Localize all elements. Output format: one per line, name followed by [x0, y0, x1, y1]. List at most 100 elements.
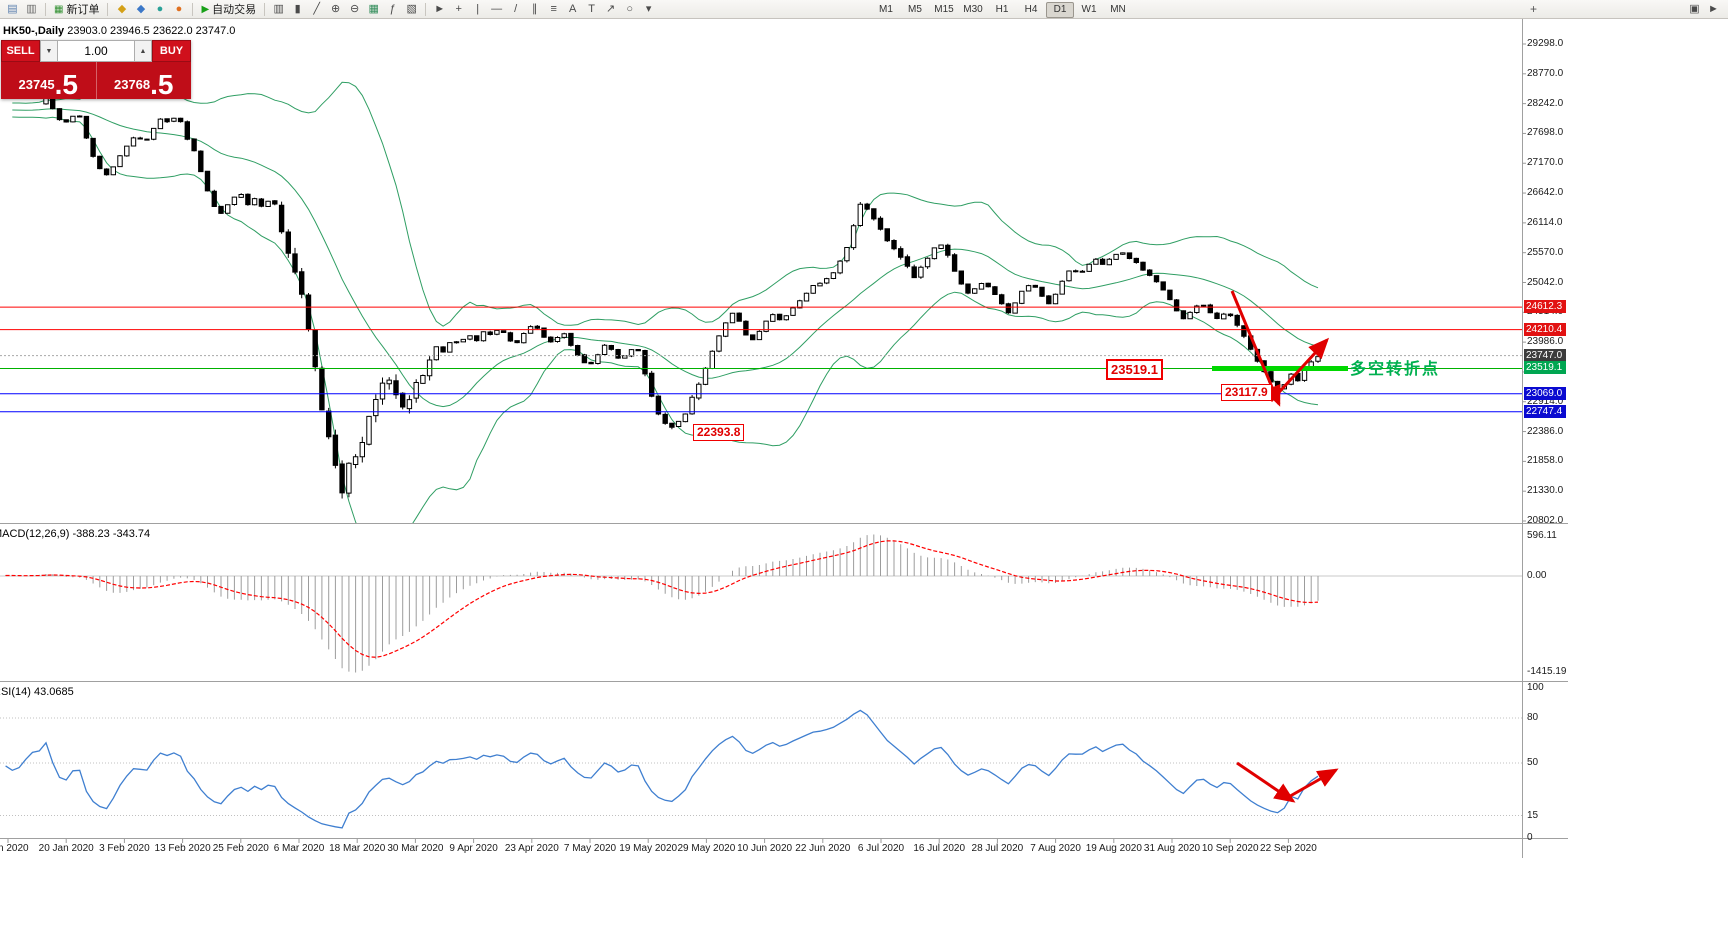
dropdown-icon[interactable]: ▾ — [645, 2, 652, 15]
add-chart-icon[interactable]: + — [1529, 1, 1537, 16]
volume-decrease-button[interactable]: ▼ — [40, 40, 58, 62]
timeframe-button-M30[interactable]: M30 — [963, 4, 983, 15]
templates-icon[interactable]: ▧ — [406, 2, 417, 15]
text-icon[interactable]: A — [568, 2, 577, 15]
price-badge: 24612.3 — [1524, 300, 1566, 314]
new-order-button[interactable]: ▦ 新订单 — [50, 1, 103, 18]
bar-chart-icon[interactable]: ▥ — [273, 2, 284, 15]
date-tick-label: 10 Jun 2020 — [737, 843, 793, 854]
date-tick-label: 6 Jul 2020 — [857, 843, 905, 854]
timeframe-button-H1[interactable]: H1 — [995, 4, 1009, 15]
trendline-icon[interactable]: / — [514, 2, 518, 15]
metaeditor-icon[interactable]: ◆ — [117, 2, 127, 15]
sell-button[interactable]: SELL — [1, 40, 40, 62]
indicators-icon[interactable]: ƒ — [389, 2, 396, 15]
timeframe-button-M1[interactable]: M1 — [879, 4, 893, 15]
macd-scale-label: 596.11 — [1527, 529, 1557, 541]
buy-price[interactable]: 23768 .5 — [97, 62, 192, 99]
rsi-scale-label: 80 — [1527, 712, 1539, 723]
date-tick-label: 19 Aug 2020 — [1085, 843, 1142, 854]
macd-scale-label: -1415.19 — [1527, 665, 1567, 677]
horizontal-level-lines[interactable] — [0, 306, 1522, 413]
toolbar-separator — [425, 2, 427, 16]
shapes-icon[interactable]: ○ — [626, 2, 633, 15]
market-icon[interactable]: ● — [156, 2, 164, 15]
sell-price-main: 23745 — [18, 77, 55, 92]
price-tick-label: 23986.0 — [1527, 336, 1564, 348]
buy-price-fraction: .5 — [150, 68, 174, 100]
price-tick-label: 26642.0 — [1527, 187, 1564, 199]
fibonacci-icon[interactable]: ≡ — [550, 2, 557, 15]
zoom-out-icon[interactable]: ⊖ — [350, 2, 360, 15]
toolbar-separator — [45, 2, 46, 16]
date-tick-label: 28 Jul 2020 — [971, 843, 1024, 854]
price-tick-label: 27698.0 — [1527, 127, 1564, 139]
price-tick-label: 21330.0 — [1527, 485, 1564, 497]
date-tick-label: 20 Jan 2020 — [38, 843, 94, 854]
experts-icon[interactable]: ◆ — [136, 2, 146, 15]
date-tick-label: 29 May 2020 — [677, 843, 736, 854]
volume-increase-button[interactable]: ▲ — [134, 40, 152, 62]
timeframe-button-W1[interactable]: W1 — [1081, 4, 1097, 15]
buy-button[interactable]: BUY — [152, 40, 191, 62]
price-tick-label: 26114.0 — [1527, 216, 1563, 228]
horizontal-line-icon[interactable]: — — [491, 2, 503, 15]
arrows-icon[interactable]: ↗ — [606, 2, 616, 15]
date-tick-label: 30 Mar 2020 — [387, 843, 444, 854]
macd-signal-line — [5, 540, 1319, 658]
price-chart-canvas[interactable] — [0, 0, 1728, 860]
date-tick-label: 10 Sep 2020 — [1201, 843, 1259, 854]
price-callout[interactable]: 23117.9 — [1221, 384, 1272, 401]
buy-price-main: 23768 — [113, 77, 151, 92]
date-tick-label: 18 Mar 2020 — [329, 843, 386, 854]
crosshair-icon[interactable]: + — [455, 2, 462, 15]
date-tick-label: Jan 2020 — [0, 843, 29, 854]
price-callout[interactable]: 23519.1 — [1106, 359, 1163, 380]
chart-shift-icon[interactable]: ▣ — [1689, 3, 1700, 15]
chart-window-icon[interactable]: ▤ — [7, 2, 18, 15]
candlestick-chart-icon[interactable]: ▮ — [294, 2, 301, 15]
bollinger-bands — [12, 75, 1319, 523]
cursor-icon[interactable]: ► — [434, 2, 446, 15]
date-tick-label: 22 Jun 2020 — [795, 843, 851, 854]
toolbar-separator — [264, 2, 266, 16]
price-tick-label: 28242.0 — [1527, 97, 1564, 109]
rsi-indicator-label: RSI(14) 43.0685 — [0, 686, 74, 698]
timeframe-button-D1[interactable]: D1 — [1046, 2, 1074, 18]
line-chart-icon[interactable]: ╱ — [313, 2, 320, 15]
tick-chart-icon[interactable]: ▥ — [26, 2, 37, 15]
zoom-in-icon[interactable]: ⊕ — [331, 2, 341, 15]
alerts-icon[interactable]: ● — [175, 2, 183, 15]
date-tick-label: 7 Aug 2020 — [1030, 843, 1081, 854]
price-tick-label: 22914.0 — [1527, 395, 1564, 407]
timeframe-toolbar: M1 M5 M15 M30 H1 H4 D1 W1 MN — [872, 2, 1133, 18]
equidistant-channel-icon[interactable]: ∥ — [531, 2, 538, 15]
price-badge: 23069.0 — [1524, 386, 1566, 400]
vertical-line-icon[interactable]: | — [476, 2, 480, 15]
tile-windows-icon[interactable]: ▦ — [368, 2, 379, 15]
date-tick-label: 9 Apr 2020 — [449, 843, 498, 854]
sell-price-fraction: .5 — [54, 68, 78, 100]
timeframe-button-M15[interactable]: M15 — [934, 4, 954, 15]
price-badge: 23747.0 — [1524, 348, 1566, 362]
toolbar-separator — [192, 2, 194, 16]
rsi-line — [5, 709, 1319, 829]
sell-price[interactable]: 23745 .5 — [1, 62, 97, 99]
price-callout[interactable]: 22393.8 — [693, 424, 745, 441]
timeframe-button-H4[interactable]: H4 — [1024, 4, 1038, 15]
timeframe-button-MN[interactable]: MN — [1110, 4, 1126, 15]
auto-trading-button[interactable]: ▶ 自动交易 — [197, 1, 260, 18]
volume-input[interactable] — [58, 40, 134, 62]
toolbar-right-icons: ▣ ► — [1685, 2, 1723, 17]
timeframe-button-M5[interactable]: M5 — [908, 4, 922, 15]
rsi-scale-label: 50 — [1527, 757, 1539, 768]
auto-scroll-icon[interactable]: ► — [1708, 3, 1719, 15]
macd-scale-label: 0.00 — [1527, 570, 1547, 581]
rsi-panel — [5, 709, 1319, 829]
price-badge: 22747.4 — [1524, 404, 1566, 418]
date-tick-label: 19 May 2020 — [619, 843, 678, 854]
text-label-icon[interactable]: T — [588, 2, 596, 15]
price-tick-label: 27170.0 — [1527, 157, 1564, 169]
annotation-text[interactable]: 多空转折点 — [1350, 361, 1441, 378]
